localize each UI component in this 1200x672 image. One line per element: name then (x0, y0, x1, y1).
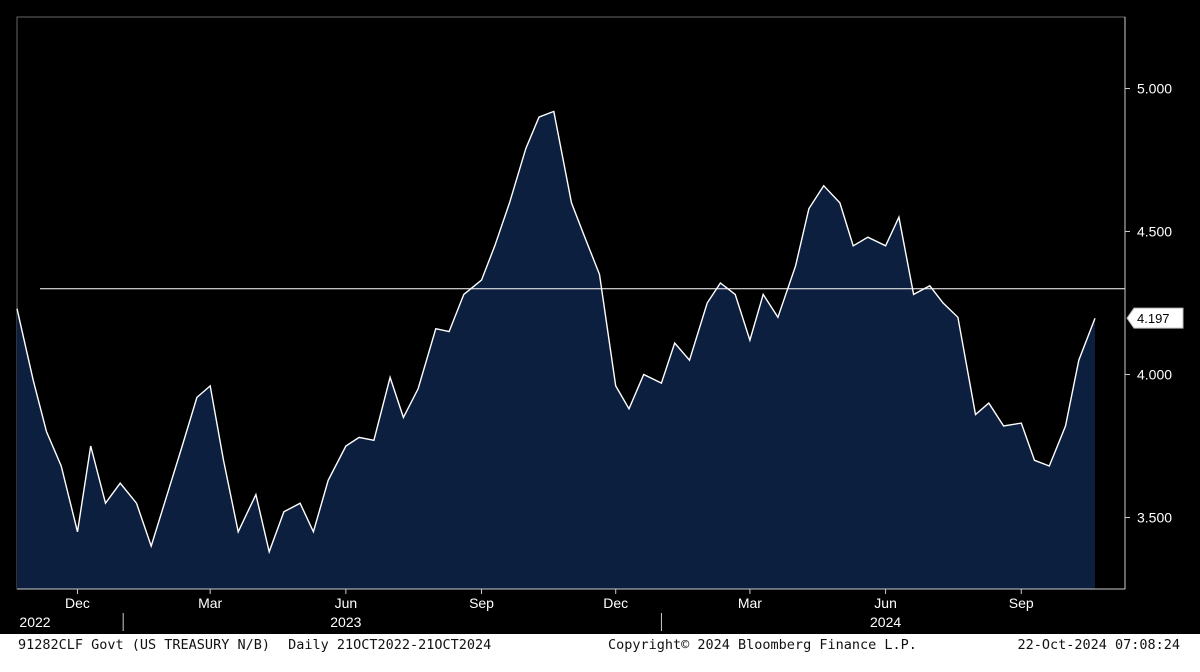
x-tick-label: Jun (874, 595, 897, 611)
period-label: Daily 21OCT2022-21OCT2024 (288, 637, 492, 653)
yield-area (17, 111, 1095, 590)
x-tick-label: Mar (198, 595, 222, 611)
chart: 5.000 4.500 4.000 3.500 Dec Mar Jun Sep Dec Mar J… (0, 0, 1200, 634)
y-tick-label: 3.500 (1137, 510, 1172, 526)
chart-footer: 91282CLF Govt (US TREASURY N/B) Daily 21… (0, 634, 1200, 656)
x-year-label: 2023 (330, 614, 361, 630)
y-tick-label: 4.500 (1137, 224, 1172, 240)
y-axis: 5.000 4.500 4.000 3.500 (1125, 81, 1172, 526)
y-tick-label: 5.000 (1137, 81, 1172, 97)
x-tick-label: Sep (469, 595, 494, 611)
x-tick-label: Sep (1009, 595, 1034, 611)
last-value-box (1126, 307, 1184, 329)
last-value-marker: 4.197 (1126, 307, 1184, 329)
yield-line (16, 110, 1096, 555)
x-axis: Dec Mar Jun Sep Dec Mar Jun Sep 2022 2023 2024 (19, 589, 1034, 631)
ticker-label: 91282CLF Govt (US TREASURY N/B) (18, 637, 270, 653)
x-tick-label: Dec (603, 595, 628, 611)
copyright-label: Copyright© 2024 Bloomberg Finance L.P. (608, 637, 917, 653)
x-tick-label: Jun (335, 595, 358, 611)
last-value-label: 4.197 (1137, 311, 1170, 326)
timestamp-label: 22-Oct-2024 07:08:24 (1017, 637, 1180, 653)
x-year-label: 2024 (870, 614, 901, 630)
ticker-period-label: 91282CLF Govt (US TREASURY N/B) Daily 21… (18, 637, 491, 653)
x-year-label: 2022 (19, 614, 50, 630)
x-tick-label: Dec (65, 595, 90, 611)
x-tick-label: Mar (738, 595, 762, 611)
y-tick-label: 4.000 (1137, 367, 1172, 383)
